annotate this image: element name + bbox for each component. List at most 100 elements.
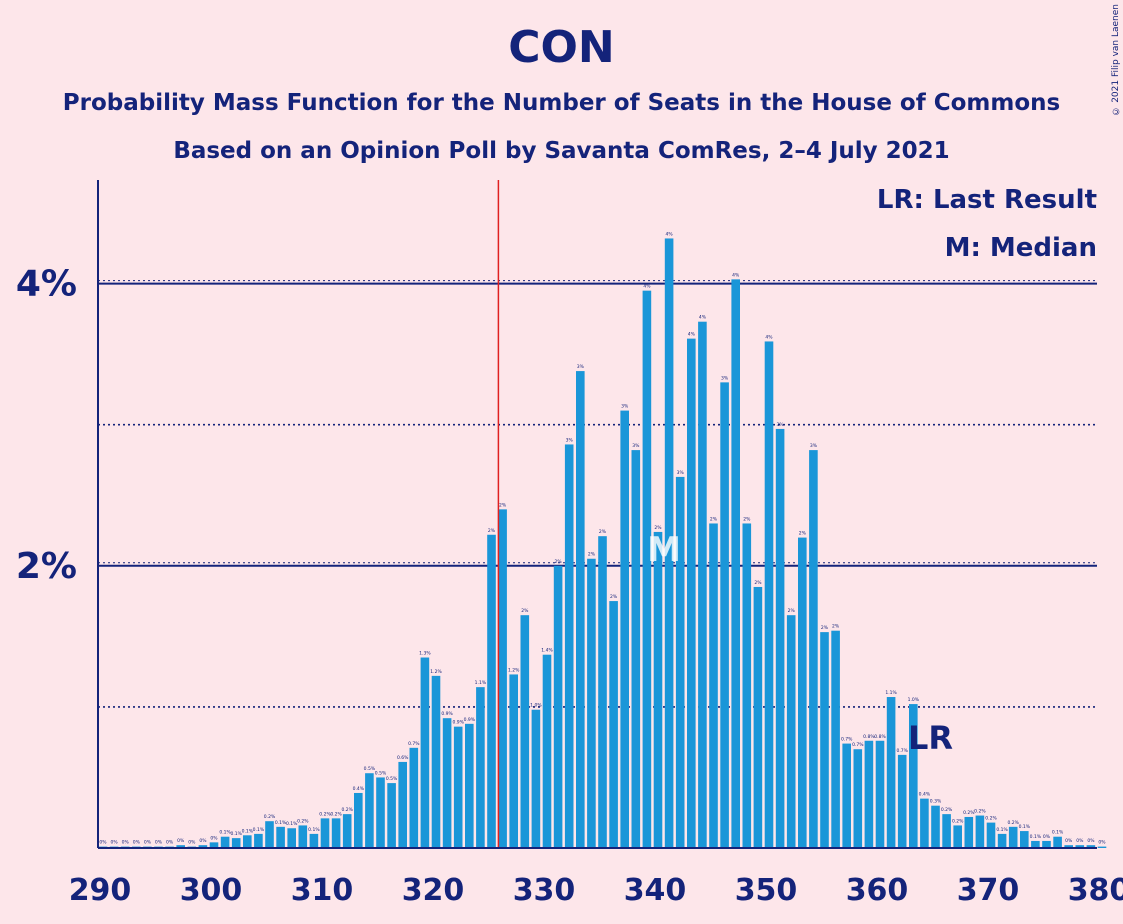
bar	[420, 657, 430, 848]
bar	[1020, 831, 1029, 848]
bar-data-label: 0.1%	[230, 831, 242, 837]
bar-data-label: 0.1%	[219, 830, 231, 836]
bar-data-label: 1.1%	[885, 690, 897, 696]
bar-data-label: 3%	[632, 443, 640, 449]
bar	[254, 833, 263, 848]
bar	[631, 450, 641, 848]
bar	[886, 697, 896, 848]
x-tick-label: 320	[402, 873, 465, 908]
x-tick-label: 290	[69, 873, 132, 908]
bar-data-label: 4%	[688, 332, 696, 338]
bar	[176, 845, 185, 848]
bar-data-label: 0.7%	[896, 748, 908, 754]
bar-data-labels: 0% 0% 0% 0% 0% 0% 0% 0% 0% 0%0%0.1% 0.1%0.1% 0.1%0.…	[99, 231, 1106, 845]
last-result-marker: LR	[908, 719, 953, 757]
bar	[276, 826, 285, 848]
bar-data-label: 0.8%	[874, 734, 886, 740]
bar-data-label: 0%	[188, 840, 196, 846]
bar-data-label: 0.2%	[941, 807, 953, 813]
gridlines	[98, 280, 1097, 708]
bar-data-label: 3%	[777, 422, 785, 428]
bar-data-label: 4%	[643, 284, 651, 290]
bar-data-label: 2%	[743, 516, 751, 522]
bar-data-label: 4%	[732, 272, 740, 278]
bar	[1042, 840, 1051, 848]
bar	[564, 444, 574, 848]
bar-data-label: 2%	[488, 528, 496, 534]
bar	[642, 290, 652, 848]
bar	[942, 814, 951, 848]
bar	[909, 704, 918, 848]
bar-data-label: 0.1%	[1030, 834, 1042, 840]
bar-data-label: 0.6%	[397, 755, 409, 761]
x-tick-label: 340	[624, 873, 687, 908]
bar	[609, 601, 618, 848]
bar-data-label: 4%	[765, 334, 773, 340]
bar	[742, 523, 752, 848]
bar	[753, 586, 763, 848]
bar	[953, 825, 962, 848]
bar	[653, 531, 663, 848]
bar-data-label: 3%	[621, 404, 629, 410]
bar	[220, 836, 230, 848]
bar-data-label: 0%	[199, 838, 207, 844]
bar-data-label: 2%	[821, 625, 829, 631]
y-tick-label: 4%	[16, 264, 77, 305]
bar	[897, 754, 907, 848]
bar-data-label: 2%	[499, 502, 507, 508]
bar	[354, 792, 363, 848]
bar-data-label: 0.1%	[242, 828, 254, 834]
bar-data-label: 0.9%	[464, 717, 476, 723]
bar	[342, 814, 352, 848]
bar-data-label: 2%	[710, 516, 718, 522]
bar-data-label: 0%	[1087, 838, 1095, 844]
bar-data-label: 0.2%	[330, 811, 342, 817]
bar-data-label: 0.9%	[441, 711, 453, 717]
chart-subtitle-1: Probability Mass Function for the Number…	[62, 90, 1061, 116]
bar	[331, 818, 341, 848]
bar	[553, 565, 563, 848]
bar-data-label: 0.7%	[852, 742, 864, 748]
bar-data-label: 0.1%	[996, 827, 1008, 833]
bar-data-label: 2%	[788, 608, 796, 614]
bar	[809, 450, 818, 848]
bar	[731, 279, 740, 848]
chart-subtitle-2: Based on an Opinion Poll by Savanta ComR…	[173, 138, 950, 164]
bar-data-label: 0.5%	[375, 770, 387, 776]
bar-data-label: 2%	[521, 608, 529, 614]
bar-data-label: 3%	[577, 364, 585, 370]
bar-data-label: 1.2%	[508, 667, 520, 673]
bar-data-label: 0.7%	[841, 737, 853, 743]
bar-data-label: 0.1%	[1052, 830, 1064, 836]
bar-data-label: 0.5%	[386, 776, 398, 782]
bar-data-label: 1.1%	[475, 680, 487, 686]
bar-data-label: 2%	[832, 624, 840, 630]
bar	[798, 537, 807, 848]
bar-data-label: 0.2%	[963, 810, 975, 816]
bar-data-label: 0.2%	[341, 807, 353, 813]
bar-data-label: 0.3%	[930, 799, 942, 805]
axes: 2% 4% 290 300 310 320 330 340 350 360 370 380	[16, 180, 1123, 908]
bar	[1086, 845, 1096, 848]
bar-data-label: 0%	[133, 840, 141, 846]
bar-data-label: 2%	[599, 529, 607, 535]
bar-data-label: 0.2%	[974, 809, 986, 815]
bar	[387, 783, 396, 848]
bar-data-label: 1.4%	[541, 648, 553, 654]
bar	[986, 822, 996, 848]
bar	[831, 630, 840, 848]
bar-data-label: 0.1%	[275, 820, 287, 826]
bar-data-label: 3%	[566, 437, 574, 443]
bar-data-label: 0.2%	[952, 818, 964, 824]
bar	[265, 821, 274, 848]
bar-data-label: 0.2%	[319, 811, 331, 817]
overlay-markers: M LR LR: Last Result M: Median	[497, 180, 1097, 848]
x-tick-label: 310	[291, 873, 354, 908]
bar	[442, 718, 452, 848]
bar	[376, 777, 385, 848]
bar	[476, 687, 485, 848]
bar	[786, 615, 796, 848]
bar	[365, 773, 374, 848]
bar-data-label: 4%	[699, 315, 707, 321]
bar	[209, 842, 219, 848]
